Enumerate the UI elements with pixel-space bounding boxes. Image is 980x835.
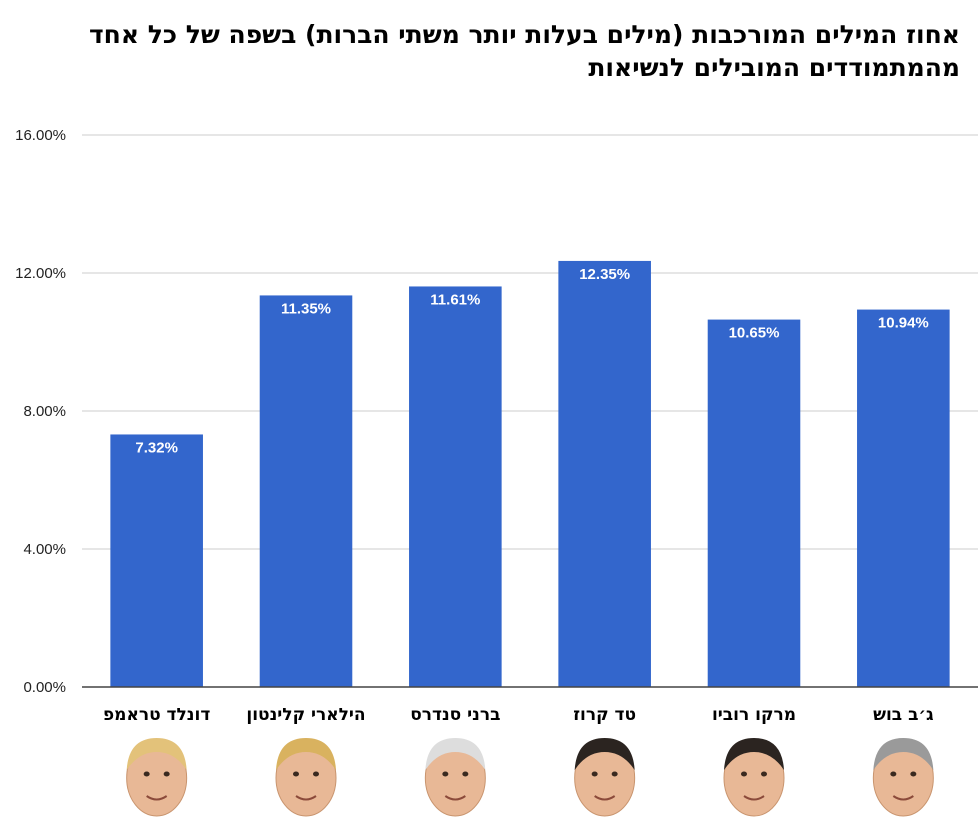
portrait-icon xyxy=(872,738,934,817)
category-label: מרקו רוביו xyxy=(712,705,796,725)
portrait-icon xyxy=(723,738,785,817)
data-labels: 7.32% 11.35% 11.61% 12.35% 10.65% 10.94% xyxy=(135,266,928,457)
data-label: 10.94% xyxy=(878,315,929,332)
data-label: 10.65% xyxy=(729,325,780,342)
category-label: דונלד טראמפ xyxy=(103,705,210,725)
category-label: ברני סנדרס xyxy=(410,705,500,725)
y-tick-label: 4.00% xyxy=(23,541,66,558)
y-axis-tick-labels: 0.00% 4.00% 8.00% 12.00% 16.00% xyxy=(15,127,66,696)
category-label: ג׳ב בוש xyxy=(873,705,934,725)
y-tick-label: 16.00% xyxy=(15,127,66,144)
data-label: 12.35% xyxy=(579,266,630,283)
bars xyxy=(110,260,950,687)
portrait-icon xyxy=(574,738,636,817)
category-label: טד קרוז xyxy=(573,705,636,725)
category-label: הילארי קלינטון xyxy=(246,705,365,725)
bar xyxy=(707,319,801,687)
portrait-icon xyxy=(275,738,337,817)
portrait-icon xyxy=(424,738,486,817)
category-labels: דונלד טראמפ הילארי קלינטון ברני סנדרס טד קר… xyxy=(103,705,934,725)
bar xyxy=(558,260,651,687)
bar xyxy=(259,295,353,687)
y-tick-label: 12.00% xyxy=(15,265,66,282)
bar xyxy=(409,286,502,687)
bar xyxy=(857,309,950,687)
data-label: 11.35% xyxy=(281,300,331,317)
candidate-portraits xyxy=(126,738,934,817)
y-tick-label: 8.00% xyxy=(23,403,66,420)
portrait-icon xyxy=(126,738,188,817)
chart-title: אחוז המילים המורכבות (מילים בעלות יותר מ… xyxy=(88,20,960,82)
y-tick-label: 0.00% xyxy=(23,679,66,696)
gridlines xyxy=(82,134,978,550)
bar xyxy=(110,434,203,687)
data-label: 7.32% xyxy=(135,439,178,456)
data-label: 11.61% xyxy=(430,291,480,308)
